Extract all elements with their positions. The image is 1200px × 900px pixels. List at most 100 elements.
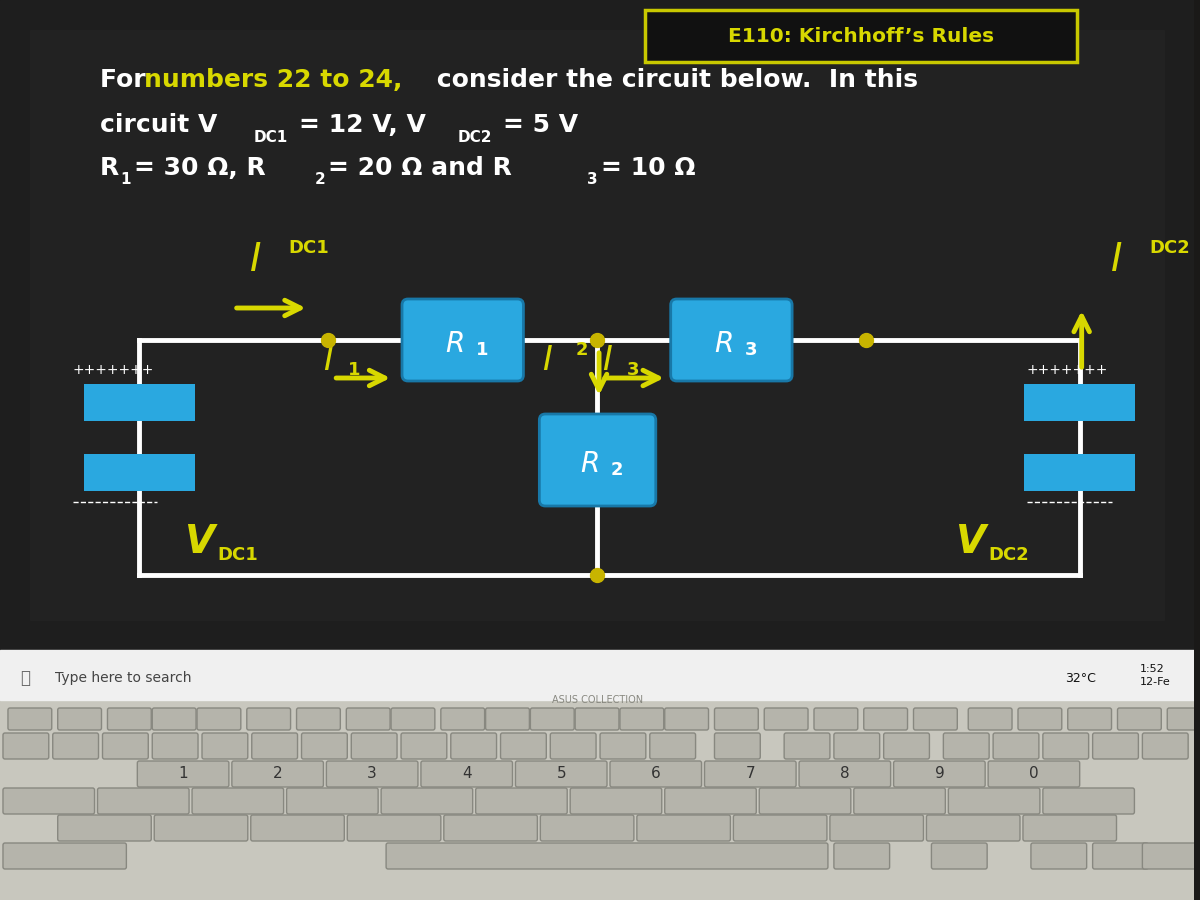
Text: 4: 4: [462, 767, 472, 781]
Text: 2: 2: [314, 173, 325, 187]
FancyBboxPatch shape: [1022, 815, 1116, 841]
Bar: [0, 650, 1194, 700]
Text: = 10 Ω: = 10 Ω: [601, 156, 696, 180]
Text: $R$: $R$: [580, 450, 599, 478]
FancyBboxPatch shape: [155, 815, 247, 841]
FancyBboxPatch shape: [1043, 733, 1088, 759]
FancyBboxPatch shape: [386, 843, 828, 869]
FancyBboxPatch shape: [834, 843, 889, 869]
FancyBboxPatch shape: [1031, 843, 1087, 869]
FancyBboxPatch shape: [665, 708, 708, 730]
FancyBboxPatch shape: [1142, 843, 1198, 869]
Text: ⌕: ⌕: [20, 669, 30, 687]
Text: $R$: $R$: [445, 330, 464, 358]
Text: DC2: DC2: [457, 130, 492, 146]
Text: 12-Fe: 12-Fe: [1139, 677, 1170, 687]
FancyBboxPatch shape: [516, 761, 607, 787]
FancyBboxPatch shape: [440, 708, 485, 730]
FancyBboxPatch shape: [575, 708, 619, 730]
Text: 2: 2: [575, 341, 588, 359]
Text: Type here to search: Type here to search: [55, 671, 191, 685]
Text: +++++++: +++++++: [1027, 363, 1109, 377]
FancyBboxPatch shape: [84, 384, 196, 421]
Text: 32°C: 32°C: [1064, 671, 1096, 685]
FancyBboxPatch shape: [994, 733, 1039, 759]
FancyBboxPatch shape: [475, 788, 568, 814]
FancyBboxPatch shape: [1117, 708, 1162, 730]
Text: $I$: $I$: [602, 344, 613, 376]
FancyBboxPatch shape: [152, 733, 198, 759]
FancyBboxPatch shape: [620, 708, 664, 730]
Text: 1: 1: [120, 173, 131, 187]
Text: R: R: [100, 156, 119, 180]
FancyBboxPatch shape: [326, 761, 418, 787]
Bar: [0, 0, 1194, 650]
Text: +++++++: +++++++: [73, 363, 154, 377]
FancyBboxPatch shape: [551, 733, 596, 759]
FancyBboxPatch shape: [8, 708, 52, 730]
FancyBboxPatch shape: [252, 733, 298, 759]
FancyBboxPatch shape: [968, 708, 1012, 730]
Text: = 5 V: = 5 V: [503, 113, 577, 137]
FancyBboxPatch shape: [853, 788, 946, 814]
FancyBboxPatch shape: [102, 733, 149, 759]
FancyBboxPatch shape: [296, 708, 341, 730]
FancyBboxPatch shape: [2, 733, 49, 759]
Text: $I$: $I$: [324, 344, 335, 376]
Text: 3: 3: [367, 767, 377, 781]
Text: V: V: [184, 523, 215, 561]
FancyBboxPatch shape: [1024, 454, 1135, 491]
FancyBboxPatch shape: [894, 761, 985, 787]
FancyBboxPatch shape: [714, 708, 758, 730]
FancyBboxPatch shape: [714, 733, 761, 759]
FancyBboxPatch shape: [650, 733, 696, 759]
FancyBboxPatch shape: [1018, 708, 1062, 730]
FancyBboxPatch shape: [864, 708, 907, 730]
FancyBboxPatch shape: [733, 815, 827, 841]
Text: 9: 9: [935, 767, 944, 781]
FancyBboxPatch shape: [202, 733, 247, 759]
FancyBboxPatch shape: [1168, 708, 1200, 730]
Text: DC1: DC1: [253, 130, 288, 146]
Text: 3: 3: [587, 173, 598, 187]
FancyBboxPatch shape: [760, 788, 851, 814]
Point: [319, 333, 338, 347]
Text: $I$: $I$: [1110, 241, 1122, 279]
FancyBboxPatch shape: [784, 733, 830, 759]
FancyBboxPatch shape: [401, 733, 446, 759]
Text: = 30 Ω, R: = 30 Ω, R: [134, 156, 266, 180]
Text: 1: 1: [179, 767, 188, 781]
Text: $I$: $I$: [248, 241, 262, 279]
FancyBboxPatch shape: [530, 708, 574, 730]
FancyBboxPatch shape: [84, 454, 196, 491]
FancyBboxPatch shape: [1043, 788, 1134, 814]
FancyBboxPatch shape: [197, 708, 241, 730]
FancyBboxPatch shape: [58, 815, 151, 841]
FancyBboxPatch shape: [610, 761, 702, 787]
Text: DC1: DC1: [217, 546, 258, 564]
Text: $R$: $R$: [714, 330, 733, 358]
Text: 8: 8: [840, 767, 850, 781]
FancyBboxPatch shape: [988, 761, 1080, 787]
FancyBboxPatch shape: [2, 843, 126, 869]
FancyBboxPatch shape: [600, 733, 646, 759]
Text: DC2: DC2: [988, 546, 1028, 564]
FancyBboxPatch shape: [247, 708, 290, 730]
Point: [588, 568, 607, 582]
FancyBboxPatch shape: [137, 761, 229, 787]
FancyBboxPatch shape: [926, 815, 1020, 841]
Text: 2: 2: [611, 461, 623, 479]
FancyBboxPatch shape: [665, 788, 756, 814]
Text: V: V: [955, 523, 985, 561]
Text: DC1: DC1: [288, 239, 329, 257]
Bar: [0, 700, 1194, 900]
FancyBboxPatch shape: [637, 815, 731, 841]
Text: circuit V: circuit V: [100, 113, 217, 137]
FancyBboxPatch shape: [644, 10, 1076, 62]
Text: 6: 6: [650, 767, 661, 781]
FancyBboxPatch shape: [1068, 708, 1111, 730]
FancyBboxPatch shape: [347, 708, 390, 730]
FancyBboxPatch shape: [451, 733, 497, 759]
Bar: [30, 30, 1164, 620]
FancyBboxPatch shape: [108, 708, 151, 730]
